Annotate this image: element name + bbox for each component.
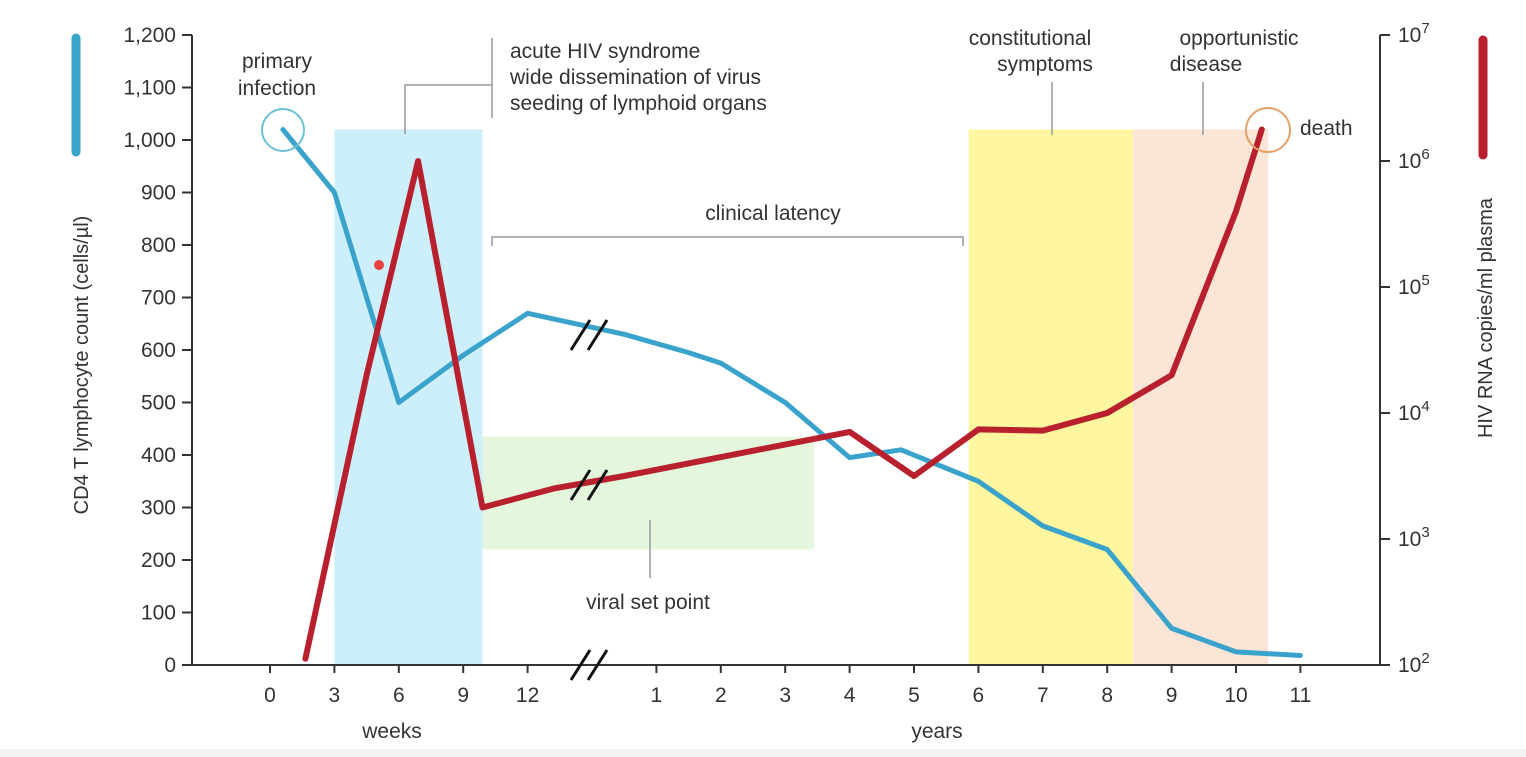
right-tick-label: 107 bbox=[1398, 20, 1430, 47]
x-tick-label: 3 bbox=[329, 684, 341, 707]
left-tick-label: 0 bbox=[164, 654, 176, 677]
opportunistic-disease-band bbox=[1132, 129, 1269, 665]
left-tick-label: 1,000 bbox=[123, 129, 176, 152]
x-tick-label: 4 bbox=[844, 684, 856, 707]
left-tick-label: 400 bbox=[141, 444, 176, 467]
right-tick-label: 105 bbox=[1398, 272, 1430, 299]
x-tick-label: 2 bbox=[715, 684, 727, 707]
left-tick-label: 800 bbox=[141, 234, 176, 257]
left-tick-label: 600 bbox=[141, 339, 176, 362]
left-tick-label: 100 bbox=[141, 602, 176, 625]
left-tick-label: 500 bbox=[141, 392, 176, 415]
x-tick-label: 0 bbox=[264, 684, 276, 707]
right-tick-label: 104 bbox=[1398, 398, 1430, 425]
acute-bracket bbox=[404, 38, 493, 134]
right-tick-label: 103 bbox=[1398, 524, 1430, 551]
axis-break-marks bbox=[569, 319, 609, 681]
left-tick-label: 200 bbox=[141, 549, 176, 572]
x-tick-label: 1 bbox=[651, 684, 663, 707]
acute-label-1: acute HIV syndrome bbox=[510, 40, 700, 63]
primary-infection-label-1: primary bbox=[242, 50, 313, 73]
constitutional-label-1: constitutional bbox=[969, 27, 1092, 50]
primary-infection-marker bbox=[261, 108, 305, 152]
x-tick-label: 6 bbox=[973, 684, 985, 707]
left-y-ticks: 0 100 200 300 400 500 600 700 800 900 1,000 1,100 1,… bbox=[123, 24, 192, 677]
x-label-years: years bbox=[911, 720, 962, 743]
viral-set-point-label: viral set point bbox=[586, 591, 710, 614]
hiv-rna-line bbox=[302, 126, 1265, 662]
right-axis-label: HIV RNA copies/ml plasma bbox=[1475, 197, 1497, 438]
x-tick-label: 12 bbox=[516, 684, 539, 707]
left-tick-label: 300 bbox=[141, 497, 176, 520]
x-tick-label: 9 bbox=[1166, 684, 1178, 707]
x-tick-label: 11 bbox=[1289, 684, 1311, 707]
x-tick-label: 7 bbox=[1037, 684, 1049, 707]
acute-label-3: seeding of lymphoid organs bbox=[510, 92, 767, 115]
x-tick-label: 6 bbox=[393, 684, 405, 707]
opportunistic-label-2: disease bbox=[1170, 53, 1242, 76]
death-marker bbox=[1245, 107, 1291, 153]
primary-infection-label-2: infection bbox=[238, 77, 316, 100]
left-tick-label: 900 bbox=[141, 182, 176, 205]
x-tick-label: 8 bbox=[1101, 684, 1113, 707]
bottom-strip bbox=[0, 749, 1526, 757]
right-y-ticks: 102 103 104 105 106 107 bbox=[1380, 20, 1430, 677]
cd4-count-line bbox=[280, 127, 1303, 658]
x-tick-label: 5 bbox=[908, 684, 920, 707]
constitutional-symptoms-band bbox=[968, 129, 1133, 665]
cursor-dot bbox=[374, 260, 384, 270]
left-tick-label: 1,200 bbox=[123, 24, 176, 47]
right-tick-label: 106 bbox=[1398, 146, 1430, 173]
x-label-weeks: weeks bbox=[361, 720, 422, 743]
acute-label-2: wide dissemination of virus bbox=[509, 66, 761, 89]
clinical-latency-label: clinical latency bbox=[705, 202, 841, 225]
left-tick-label: 1,100 bbox=[123, 77, 176, 100]
death-label: death bbox=[1300, 117, 1353, 140]
left-tick-label: 700 bbox=[141, 287, 176, 310]
clinical-latency-bracket bbox=[491, 236, 964, 246]
x-ticks: 0 3 6 9 12 1 2 3 4 5 6 7 8 9 10 11 bbox=[264, 665, 1311, 707]
right-tick-label: 102 bbox=[1398, 650, 1430, 677]
x-tick-label: 3 bbox=[779, 684, 791, 707]
constitutional-label-2: symptoms bbox=[997, 53, 1093, 76]
left-axis-label: CD4 T lymphocyte count (cells/µl) bbox=[71, 216, 93, 515]
opportunistic-label-1: opportunistic bbox=[1179, 27, 1298, 50]
x-tick-label: 9 bbox=[457, 684, 469, 707]
x-tick-label: 10 bbox=[1224, 684, 1247, 707]
